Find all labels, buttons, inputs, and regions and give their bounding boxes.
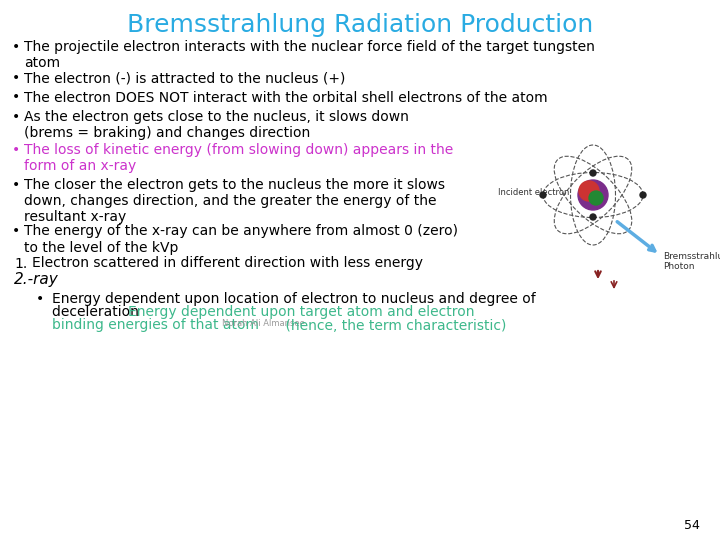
Text: •: •: [12, 110, 20, 124]
Text: •: •: [12, 225, 20, 239]
Text: Bremsstrahlung Radiation Production: Bremsstrahlung Radiation Production: [127, 13, 593, 37]
Circle shape: [640, 192, 646, 198]
Circle shape: [589, 191, 603, 205]
Text: The closer the electron gets to the nucleus the more it slows
down, changes dire: The closer the electron gets to the nucl…: [24, 178, 445, 225]
Circle shape: [579, 181, 599, 201]
Text: Energy dependent upon target atom and electron: Energy dependent upon target atom and el…: [128, 305, 474, 319]
Text: (hence, the term characteristic): (hence, the term characteristic): [281, 319, 506, 333]
Text: 2.-ray: 2.-ray: [14, 272, 59, 287]
Text: Norah Ali Almansee: Norah Ali Almansee: [222, 319, 305, 327]
Text: •: •: [12, 71, 20, 85]
Circle shape: [578, 180, 608, 210]
Text: The projectile electron interacts with the nuclear force field of the target tun: The projectile electron interacts with t…: [24, 40, 595, 70]
Text: The electron DOES NOT interact with the orbital shell electrons of the atom: The electron DOES NOT interact with the …: [24, 91, 548, 105]
Text: •: •: [12, 178, 20, 192]
Text: •: •: [12, 40, 20, 54]
Text: Bremsstrahlung
Photon: Bremsstrahlung Photon: [663, 252, 720, 272]
Circle shape: [590, 170, 596, 176]
Text: The electron (-) is attracted to the nucleus (+): The electron (-) is attracted to the nuc…: [24, 71, 346, 85]
Text: 1.: 1.: [14, 256, 27, 271]
Text: Incident electron: Incident electron: [498, 188, 570, 197]
Text: The energy of the x-ray can be anywhere from almost 0 (zero)
to the level of the: The energy of the x-ray can be anywhere …: [24, 225, 458, 255]
Text: Electron scattered in different direction with less energy: Electron scattered in different directio…: [32, 256, 423, 271]
Text: deceleration: deceleration: [52, 305, 143, 319]
Text: As the electron gets close to the nucleus, it slows down
(brems = braking) and c: As the electron gets close to the nucleu…: [24, 110, 409, 140]
Text: 54: 54: [684, 519, 700, 532]
Text: Energy dependent upon location of electron to nucleus and degree of: Energy dependent upon location of electr…: [52, 292, 536, 306]
Text: binding energies of that atom: binding energies of that atom: [52, 319, 259, 333]
Text: •: •: [36, 292, 44, 306]
Circle shape: [590, 214, 596, 220]
Circle shape: [540, 192, 546, 198]
Text: The loss of kinetic energy (from slowing down) appears in the
form of an x-ray: The loss of kinetic energy (from slowing…: [24, 143, 454, 173]
Text: •: •: [12, 91, 20, 105]
Text: •: •: [12, 143, 20, 157]
